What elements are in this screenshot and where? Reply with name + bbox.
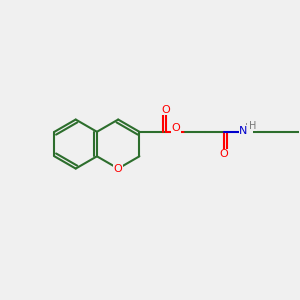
Text: H: H: [245, 123, 252, 133]
Text: O: O: [171, 123, 180, 133]
Text: O: O: [220, 149, 229, 159]
Text: N: N: [239, 127, 248, 137]
Text: H: H: [249, 121, 256, 131]
Text: O: O: [114, 164, 122, 174]
Text: O: O: [162, 104, 170, 115]
Text: N: N: [239, 126, 248, 136]
